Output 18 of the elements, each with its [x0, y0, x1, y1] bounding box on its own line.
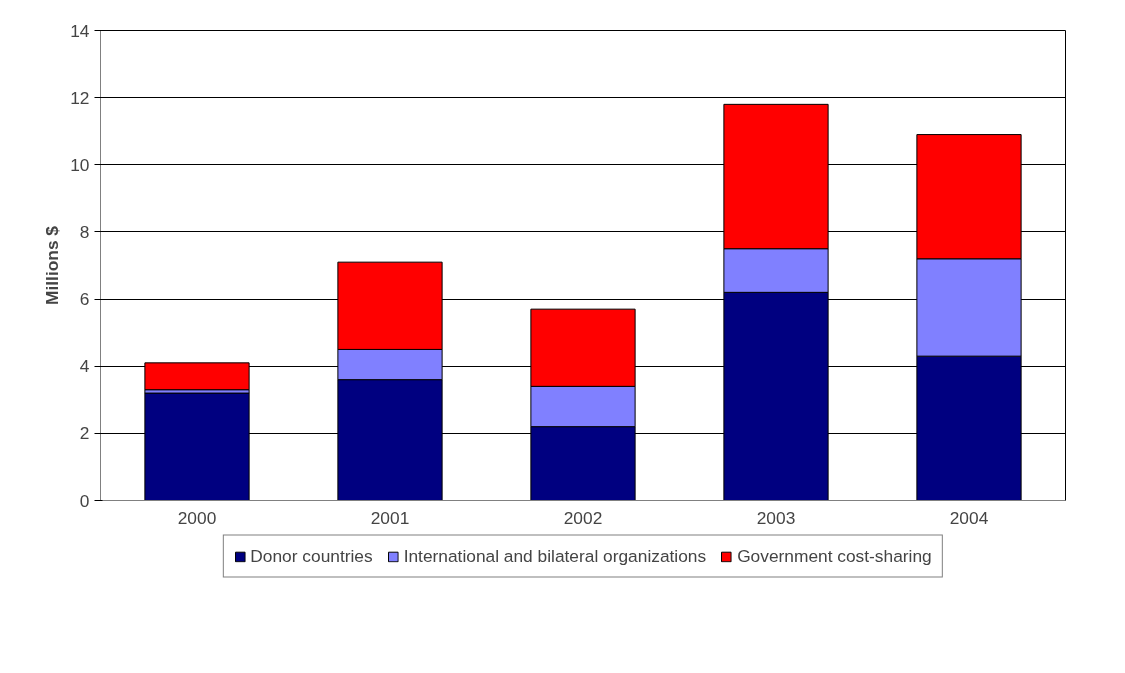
x-tick-label: 2000: [177, 507, 217, 528]
x-tick-label: 2003: [756, 507, 796, 528]
x-tick-label: 2002: [563, 507, 603, 528]
bar: [144, 362, 250, 391]
legend-label: International and bilateral organizations: [403, 545, 707, 567]
y-tick-label: 14: [70, 20, 90, 41]
y-tick-label: 10: [70, 154, 90, 175]
y-axis-title: Millions $: [42, 225, 63, 305]
x-tick-label: 2001: [370, 507, 410, 528]
legend-label: Donor countries: [250, 545, 373, 567]
x-tick-label: 2004: [949, 507, 989, 528]
y-tick-label: 2: [79, 423, 90, 444]
y-tick-label: 0: [79, 490, 90, 511]
y-tick-label: 6: [79, 289, 90, 310]
y-tick-label: 4: [79, 356, 90, 377]
legend-label: Government cost-sharing: [737, 545, 932, 567]
y-tick-label: 12: [70, 87, 90, 108]
y-tick-label: 8: [79, 221, 90, 242]
